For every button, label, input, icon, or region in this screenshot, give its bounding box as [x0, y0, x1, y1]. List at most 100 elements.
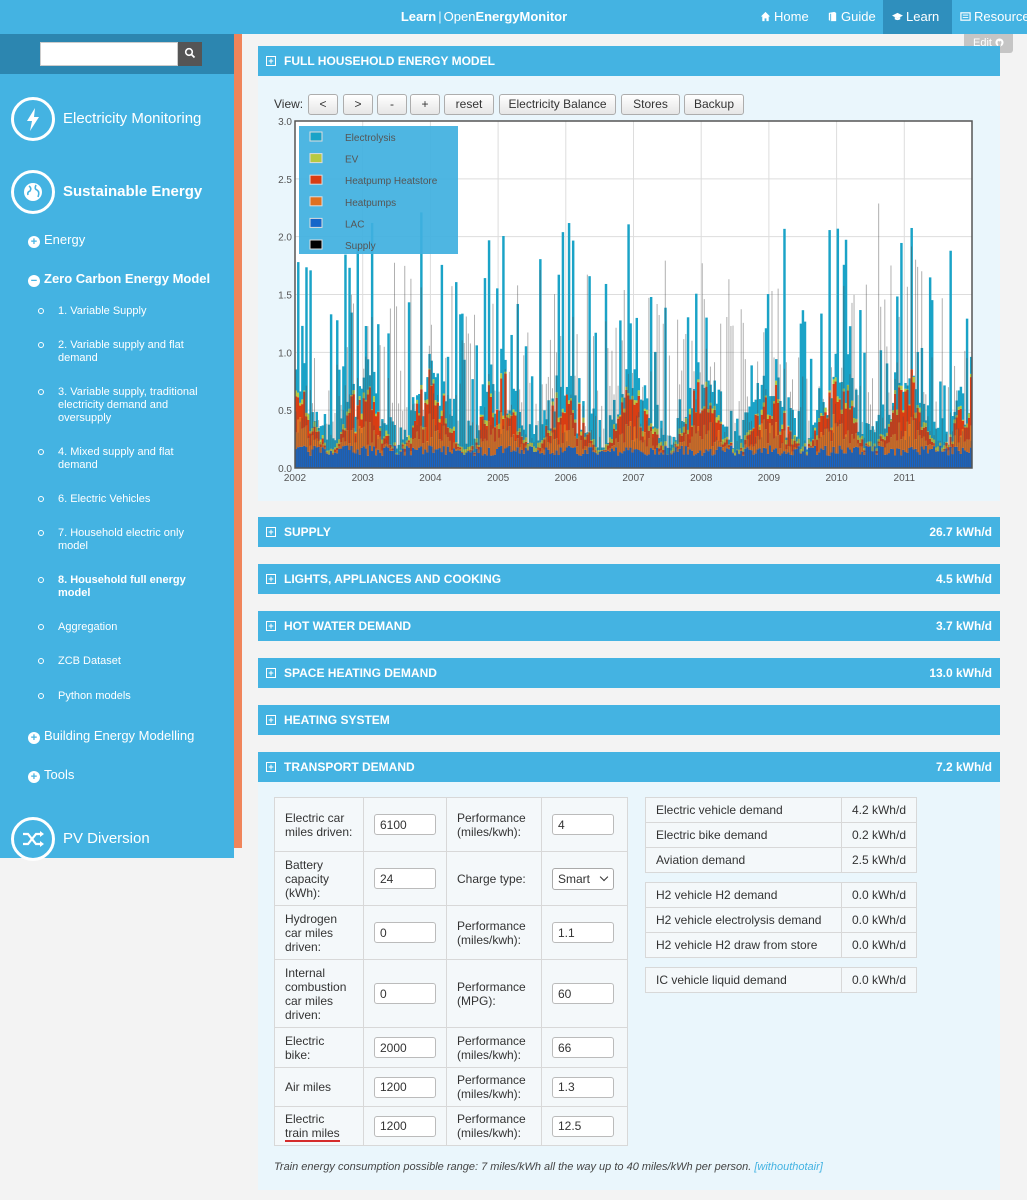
ev-performance-input[interactable] — [552, 814, 614, 835]
y-axis-ticks: 0.00.51.01.52.02.53.0 — [278, 118, 292, 475]
ebike-miles-input[interactable] — [374, 1037, 436, 1058]
zoom-in-button[interactable]: + — [410, 94, 440, 115]
series-bar-electrolysis — [686, 317, 690, 430]
sub-item[interactable]: ZCB Dataset — [38, 655, 208, 668]
air-miles-input[interactable] — [374, 1076, 436, 1098]
backup-button[interactable]: Backup — [684, 94, 744, 115]
sub-item-active[interactable]: 8. Household full energy model — [38, 574, 208, 600]
sidebar-item-tools[interactable]: + Tools — [28, 767, 74, 783]
series-bar-heatpumps — [920, 438, 924, 447]
nav-home[interactable]: Home — [760, 0, 816, 34]
withouthotair-link[interactable]: [withouthotair] — [754, 1161, 823, 1173]
row-label: Electric bike: — [274, 1027, 364, 1068]
charge-type-select[interactable]: Smart — [552, 867, 614, 890]
section-sustainable-energy[interactable]: Sustainable Energy — [0, 162, 234, 222]
ebike-performance-input[interactable] — [552, 1037, 614, 1058]
nav-guide[interactable]: Guide — [827, 0, 879, 34]
table-row: Electric car miles driven: Performance (… — [274, 797, 628, 852]
demand-value: 2.5 kWh/d — [840, 847, 918, 873]
pan-left-button[interactable]: < — [308, 94, 338, 115]
sub-item[interactable]: 4. Mixed supply and flat demand — [38, 446, 208, 472]
series-bar-lac — [331, 454, 335, 468]
series-bar-ev — [828, 390, 831, 393]
pan-right-button[interactable]: > — [343, 94, 373, 115]
series-bar-ev — [295, 390, 298, 397]
series-bar-heatpumps — [633, 426, 636, 450]
series-bar-ev — [362, 392, 366, 399]
series-bar-ev — [684, 418, 688, 424]
sub-item[interactable]: Aggregation — [38, 621, 208, 634]
sub-item[interactable]: Python models — [38, 690, 208, 703]
series-bar-electrolysis — [518, 411, 522, 429]
hydrogen-performance-input[interactable] — [552, 922, 614, 943]
ic-miles-input[interactable] — [374, 983, 436, 1004]
demand-label: H2 vehicle H2 draw from store — [645, 932, 842, 958]
panel-supply-header[interactable]: + SUPPLY 26.7 kWh/d — [258, 517, 1000, 547]
series-bar-lac — [411, 447, 415, 468]
series-bar-electrolysis — [766, 294, 770, 415]
legend-swatch — [309, 196, 323, 207]
panel-transport-header[interactable]: + TRANSPORT DEMAND 7.2 kWh/d — [258, 752, 1000, 782]
series-bar-heatpumps — [965, 439, 969, 452]
train-performance-input[interactable] — [552, 1115, 614, 1137]
plus-circle-icon: + — [28, 771, 40, 783]
electricity-balance-button[interactable]: Electricity Balance — [499, 94, 616, 115]
site-brand[interactable]: Learn | OpenEnergyMonitor — [0, 0, 968, 34]
train-miles-input[interactable] — [374, 1115, 436, 1137]
air-performance-input[interactable] — [552, 1076, 614, 1098]
sub-item[interactable]: 1. Variable Supply — [38, 305, 208, 318]
series-bar-heatpumps — [434, 431, 437, 450]
series-bar-lac — [816, 454, 819, 468]
series-bar-ev — [405, 440, 409, 443]
sidebar-item-energy[interactable]: + Energy — [28, 232, 85, 248]
panel-full-household-header[interactable]: + FULL HOUSEHOLD ENERGY MODEL — [258, 46, 1000, 76]
section-pv-diversion[interactable]: PV Diversion — [0, 809, 234, 869]
series-bar-heatpumps — [645, 446, 649, 456]
sub-item[interactable]: 2. Variable supply and flat demand — [38, 339, 208, 365]
series-bar-heatpumps — [707, 430, 710, 452]
sidebar-item-zero-carbon[interactable]: − Zero Carbon Energy Model — [28, 271, 210, 287]
series-bar-ev — [717, 415, 721, 421]
sub-item[interactable]: 7. Household electric only model — [38, 527, 208, 553]
stores-button[interactable]: Stores — [621, 94, 680, 115]
ev-miles-input[interactable] — [374, 814, 436, 835]
series-bar-electrolysis — [479, 406, 483, 415]
sidebar-item-building[interactable]: + Building Energy Modelling — [28, 728, 194, 744]
series-bar-lac — [894, 455, 897, 468]
series-bar-electrolysis — [512, 388, 515, 410]
series-bar-heatpumps — [545, 436, 548, 448]
series-bar-lac — [592, 451, 595, 468]
panel-hot-water-header[interactable]: + HOT WATER DEMAND 3.7 kWh/d — [258, 611, 1000, 641]
series-bar-heatpumps — [660, 450, 663, 453]
series-bar-heatpump-heatstore — [674, 443, 677, 445]
series-bar-heatpumps — [543, 449, 546, 455]
search-input[interactable] — [40, 42, 178, 66]
series-bar-electrolysis — [625, 369, 628, 387]
section-electricity-monitoring[interactable]: Electricity Monitoring — [0, 89, 234, 149]
series-bar-electrolysis — [395, 448, 398, 453]
panel-lac-header[interactable]: + LIGHTS, APPLIANCES AND COOKING 4.5 kWh… — [258, 564, 1000, 594]
search-button[interactable] — [178, 42, 202, 66]
sub-item[interactable]: 3. Variable supply, traditional electric… — [38, 386, 208, 425]
series-bar-lac — [758, 448, 762, 468]
series-bar-lac — [522, 453, 526, 468]
series-bar-lac — [799, 453, 803, 468]
energy-chart[interactable]: 0.00.51.01.52.02.53.0 2002 2003 2004 2005 20… — [274, 118, 986, 490]
nav-resources[interactable]: Resource — [960, 0, 1027, 34]
series-bar-heatpumps — [502, 429, 505, 454]
series-bar-electrolysis — [840, 382, 844, 410]
series-bar-electrolysis — [885, 363, 889, 433]
series-bar-heatpump-heatstore — [836, 401, 840, 427]
hydrogen-miles-input[interactable] — [374, 922, 436, 943]
panel-heating-system-header[interactable]: + HEATING SYSTEM — [258, 705, 1000, 735]
sub-item[interactable]: 6. Electric Vehicles — [38, 493, 208, 506]
series-bar-heatpump-heatstore — [333, 449, 337, 452]
series-bar-lac — [879, 446, 883, 468]
battery-capacity-input[interactable] — [374, 868, 436, 889]
nav-learn[interactable]: Learn — [883, 0, 952, 34]
zoom-out-button[interactable]: - — [377, 94, 407, 115]
panel-space-heating-header[interactable]: + SPACE HEATING DEMAND 13.0 kWh/d — [258, 658, 1000, 688]
reset-button[interactable]: reset — [444, 94, 494, 115]
x-tick-label: 2004 — [419, 473, 442, 484]
ic-performance-input[interactable] — [552, 983, 614, 1004]
